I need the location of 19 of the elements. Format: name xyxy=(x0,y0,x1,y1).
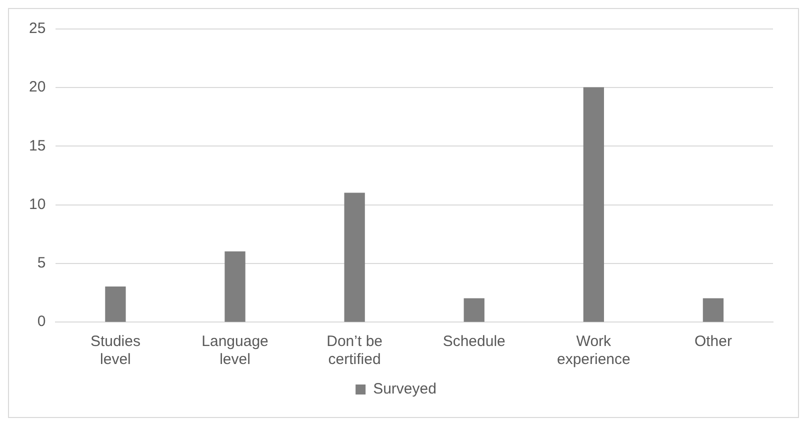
x-tick-label: Studies level xyxy=(90,333,140,368)
y-tick-label: 5 xyxy=(37,254,46,272)
bar xyxy=(702,298,724,322)
legend-label: Surveyed xyxy=(373,380,436,398)
bar xyxy=(105,286,126,322)
x-tick-label: Language level xyxy=(202,333,268,368)
x-tick-label: Work experience xyxy=(556,333,630,368)
y-tick-label: 15 xyxy=(28,137,46,154)
y-tick-label: 10 xyxy=(28,196,46,213)
y-tick-label: 0 xyxy=(37,313,46,330)
bar xyxy=(583,87,604,322)
x-tick-label: Other xyxy=(694,333,732,350)
x-tick-label: Don’t be certified xyxy=(326,333,383,368)
y-tick-label: 20 xyxy=(28,78,46,96)
bar xyxy=(344,192,365,322)
y-tick-label: 25 xyxy=(28,20,46,38)
bar xyxy=(224,251,246,322)
x-tick-label: Schedule xyxy=(442,333,506,350)
bar xyxy=(464,298,484,322)
